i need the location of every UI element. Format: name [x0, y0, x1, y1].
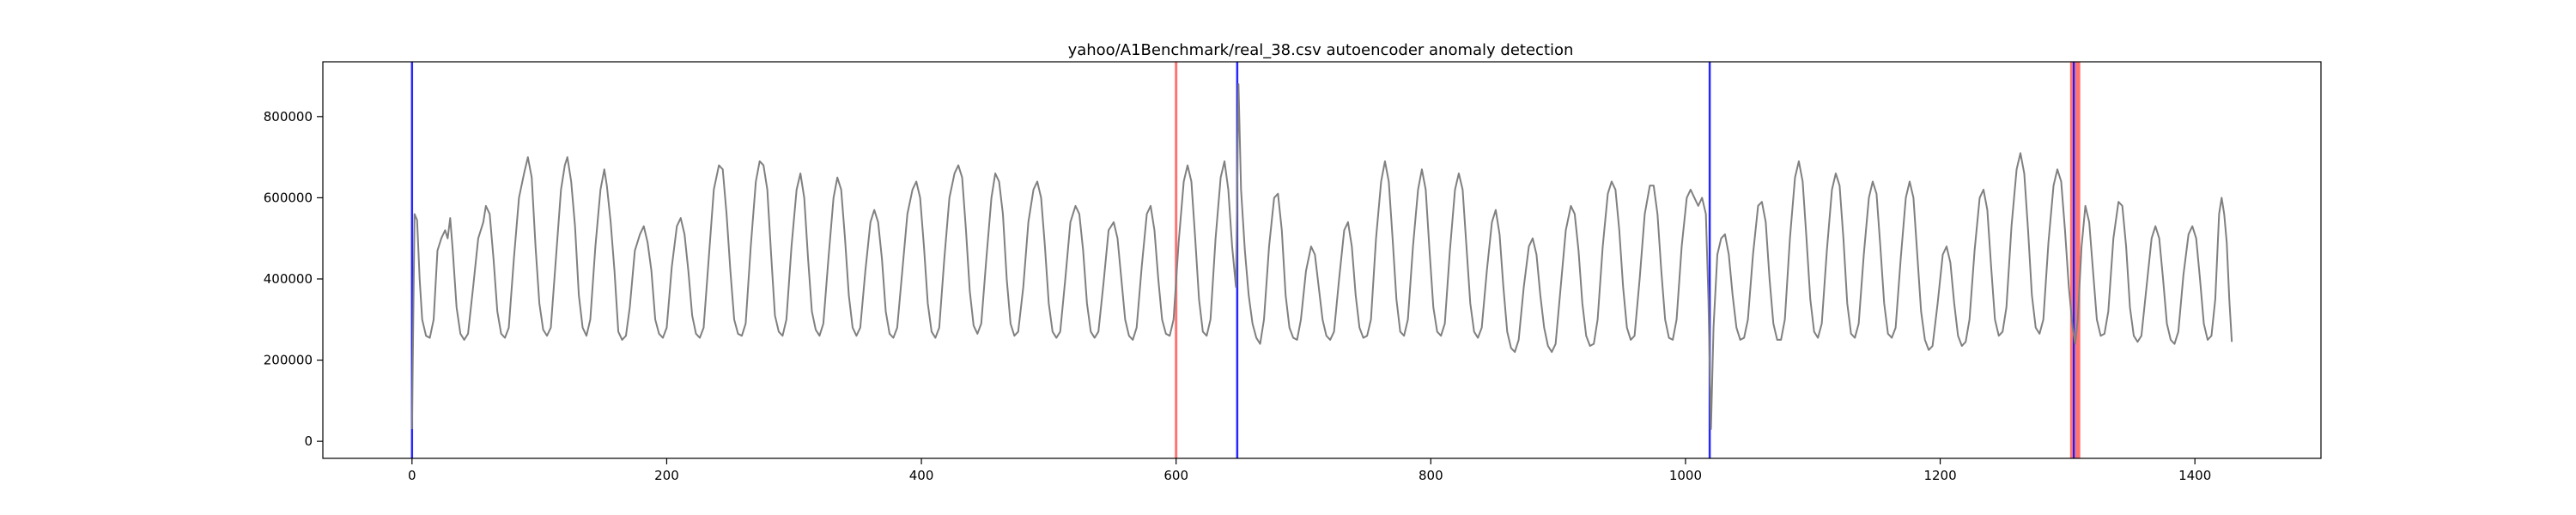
- y-tick-label: 800000: [264, 109, 313, 124]
- predicted-anomaly-band-2: [2075, 62, 2081, 458]
- y-axis-ticks: 0 200000 400000 600000 800000: [264, 109, 323, 449]
- plot-frame: [322, 61, 2322, 459]
- x-axis-ticks: 0 200 400 600 800 1000 1200 1400: [408, 458, 2211, 483]
- true-anomaly-lines: [410, 62, 2075, 458]
- y-tick-label: 0: [304, 433, 313, 449]
- predicted-anomaly-band-0: [1175, 62, 1178, 458]
- x-tick-label: 1200: [1923, 468, 1956, 483]
- x-tick-label: 400: [909, 468, 934, 483]
- x-tick-label: 1400: [2178, 468, 2211, 483]
- series-line-0: [410, 83, 2233, 430]
- x-tick-label: 200: [654, 468, 679, 483]
- x-tick-label: 600: [1163, 468, 1188, 483]
- y-tick-label: 400000: [264, 271, 313, 287]
- series-layer: [410, 83, 2233, 430]
- x-tick-label: 0: [408, 468, 416, 483]
- predicted-anomaly-bands: [1175, 62, 2081, 458]
- y-tick-label: 200000: [264, 353, 313, 368]
- x-tick-label: 800: [1419, 468, 1443, 483]
- axes: [322, 61, 2322, 459]
- predicted-anomaly-band-1: [2069, 62, 2075, 458]
- x-tick-label: 1000: [1669, 468, 1702, 483]
- chart-title: yahoo/A1Benchmark/real_38.csv autoencode…: [1068, 41, 1574, 59]
- y-tick-label: 600000: [264, 190, 313, 205]
